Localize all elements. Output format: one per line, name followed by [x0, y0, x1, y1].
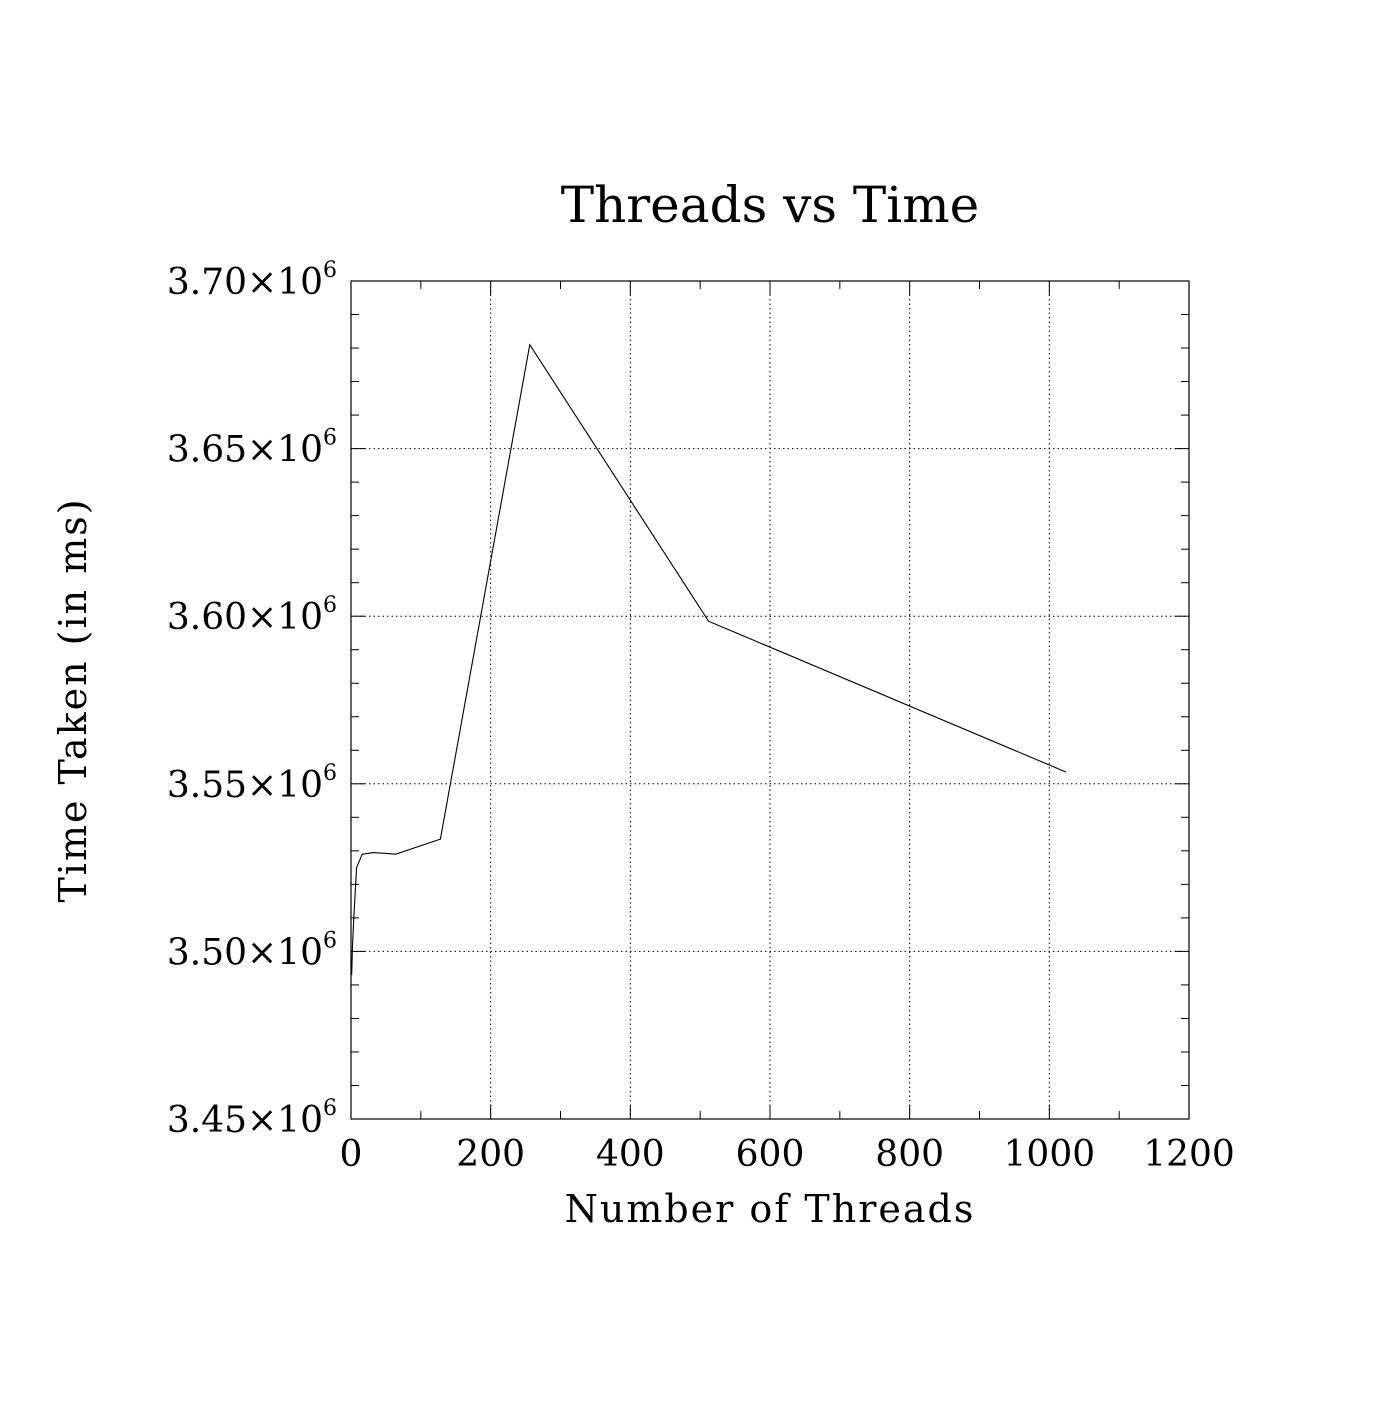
tick-labels: 0 200 400 600 800 1000 1200 3.45×106 3.50×106 3.5…	[167, 258, 1235, 1175]
x-axis-label: Number of Threads	[565, 1187, 976, 1231]
chart-title: Threads vs Time	[561, 176, 980, 234]
y-tick-label: 3.65×106	[167, 426, 337, 471]
x-tick-label: 200	[456, 1134, 525, 1175]
grid-lines	[351, 281, 1189, 1119]
y-tick-label: 3.60×106	[167, 593, 337, 638]
y-tick-label: 3.50×106	[167, 928, 337, 973]
series-layer	[351, 343, 1067, 975]
plot-frame	[350, 280, 1190, 1120]
x-tick-label: 600	[736, 1134, 805, 1175]
y-tick-label: 3.45×106	[167, 1096, 337, 1141]
y-axis-label: Time Taken (in ms)	[51, 497, 95, 902]
x-tick-label: 1200	[1143, 1134, 1235, 1175]
x-tick-label: 800	[875, 1134, 944, 1175]
y-tick-label: 3.70×106	[167, 258, 337, 303]
x-tick-label: 1000	[1004, 1134, 1096, 1175]
x-tick-label: 400	[596, 1134, 665, 1175]
y-tick-label: 3.55×106	[167, 761, 337, 806]
x-tick-label: 0	[340, 1134, 363, 1175]
series-line	[351, 343, 1067, 975]
